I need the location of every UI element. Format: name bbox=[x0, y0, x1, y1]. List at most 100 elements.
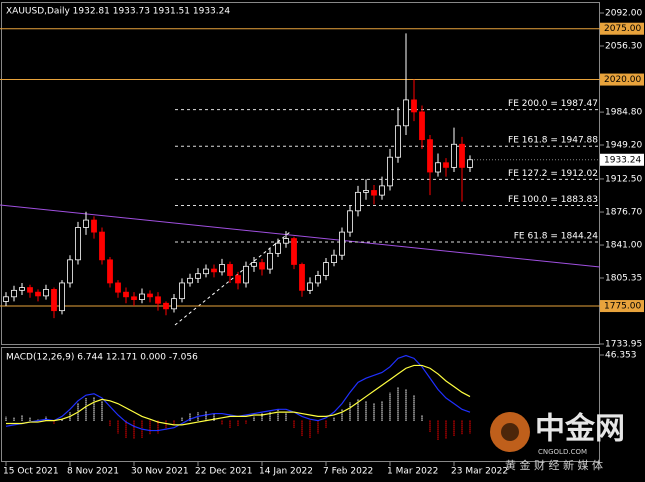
macd-frame bbox=[1, 347, 600, 462]
candle-body bbox=[51, 289, 57, 312]
watermark-site: CNGOLD.COM bbox=[538, 448, 587, 456]
logo-hole bbox=[501, 423, 519, 441]
x-tick-label: 14 Jan 2022 bbox=[259, 467, 313, 477]
x-tick-label: 7 Feb 2022 bbox=[323, 467, 373, 477]
fib-label: FE 200.0 = 1987.47 bbox=[508, 99, 598, 109]
fib-label: FE 100.0 = 1883.83 bbox=[508, 195, 598, 205]
fib-label: FE 127.2 = 1912.02 bbox=[508, 169, 598, 179]
fib-base-line bbox=[174, 231, 291, 326]
candle-body bbox=[227, 264, 233, 276]
candle-body bbox=[283, 238, 289, 244]
level-box bbox=[600, 73, 644, 86]
y-tick-label: 1984.80 bbox=[605, 108, 642, 118]
candle-body bbox=[187, 277, 193, 284]
candle-body bbox=[467, 159, 473, 168]
candle-body bbox=[363, 190, 369, 193]
macd-title: MACD(12,26,9) 6.744 12.171 0.000 -7.056 bbox=[6, 353, 198, 363]
candle-body bbox=[171, 298, 177, 310]
level-box bbox=[600, 300, 644, 313]
candle-body bbox=[307, 282, 313, 291]
watermark-brand: 中金网 bbox=[535, 412, 625, 447]
candle-body bbox=[323, 262, 329, 276]
candle-body bbox=[347, 210, 353, 233]
candle-body bbox=[115, 282, 121, 293]
last-price-label: 1933.24 bbox=[604, 155, 641, 165]
candle-body bbox=[235, 275, 241, 284]
candle-body bbox=[107, 259, 113, 284]
main-frame bbox=[1, 2, 600, 345]
candle-body bbox=[275, 242, 281, 254]
candle-body bbox=[35, 291, 41, 297]
candle-body bbox=[147, 293, 153, 298]
candle-body bbox=[91, 219, 97, 233]
candle-body bbox=[211, 268, 217, 273]
candle-body bbox=[451, 143, 457, 168]
fib-label: FE 161.8 = 1947.88 bbox=[508, 136, 598, 146]
candle-body bbox=[83, 219, 89, 228]
candle-body bbox=[179, 282, 185, 300]
y-tick-label: 1912.50 bbox=[605, 174, 642, 184]
candle-body bbox=[387, 156, 393, 187]
x-tick-label: 30 Nov 2021 bbox=[131, 467, 189, 477]
candle-body bbox=[67, 259, 73, 284]
candle-body bbox=[99, 231, 105, 261]
y-tick-label: 1841.00 bbox=[605, 241, 642, 251]
trend-line bbox=[0, 204, 601, 268]
candle-body bbox=[331, 254, 337, 264]
candle-body bbox=[155, 296, 161, 304]
candle-body bbox=[315, 275, 321, 284]
fib-label: FE 61.8 = 1844.24 bbox=[514, 232, 599, 242]
candle-body bbox=[299, 264, 305, 291]
candle-body bbox=[3, 296, 9, 302]
macd-line bbox=[6, 364, 471, 426]
candle-body bbox=[267, 252, 273, 270]
candle-body bbox=[435, 162, 441, 173]
candle-body bbox=[291, 238, 297, 265]
candle-body bbox=[379, 185, 385, 196]
level-label: 1775.00 bbox=[604, 302, 641, 312]
watermark-slogan: 黄 金 财 经 新 媒 体 bbox=[505, 458, 603, 472]
candle-body bbox=[11, 289, 17, 298]
candle-body bbox=[131, 296, 137, 300]
candle-body bbox=[419, 111, 425, 141]
last-price-box bbox=[600, 153, 644, 166]
x-tick-label: 8 Nov 2021 bbox=[67, 467, 119, 477]
candle-body bbox=[411, 99, 417, 113]
candle-body bbox=[163, 302, 169, 310]
x-tick-label: 1 Mar 2022 bbox=[387, 467, 438, 477]
level-box bbox=[600, 22, 644, 35]
header: XAUUSD,Daily 1932.81 1933.73 1931.51 193… bbox=[6, 7, 230, 17]
y-tick-label: 46.353 bbox=[605, 351, 637, 361]
candle-body bbox=[75, 227, 81, 261]
candle-body bbox=[339, 231, 345, 256]
y-tick-label: 1805.35 bbox=[605, 273, 642, 283]
candle-body bbox=[355, 191, 361, 212]
candle-body bbox=[371, 190, 377, 196]
candle-body bbox=[123, 291, 129, 298]
x-tick-label: 23 Mar 2022 bbox=[451, 467, 508, 477]
y-tick-label: 2056.30 bbox=[605, 42, 642, 52]
x-tick-label: 15 Oct 2021 bbox=[3, 467, 59, 477]
candle-body bbox=[443, 162, 449, 168]
level-label: 2075.00 bbox=[604, 24, 641, 34]
candle-body bbox=[19, 287, 25, 291]
y-tick-label: 2092.00 bbox=[605, 9, 642, 19]
candle-body bbox=[139, 293, 145, 300]
y-tick-label: 1733.95 bbox=[605, 340, 642, 350]
candle-body bbox=[43, 289, 49, 297]
level-label: 2020.00 bbox=[604, 75, 641, 85]
candle-body bbox=[459, 143, 465, 168]
y-tick-label: 1949.20 bbox=[605, 141, 642, 151]
candle-body bbox=[27, 287, 33, 293]
watermark: 中金网 CNGOLD.COM 黄 金 财 经 新 媒 体 bbox=[490, 412, 625, 472]
candle-body bbox=[195, 273, 201, 279]
candle-body bbox=[427, 139, 433, 173]
candle-body bbox=[59, 282, 65, 312]
candle-body bbox=[251, 262, 257, 267]
candle-body bbox=[219, 264, 225, 273]
y-tick-label: 1876.70 bbox=[605, 208, 642, 218]
candle-body bbox=[243, 265, 249, 284]
